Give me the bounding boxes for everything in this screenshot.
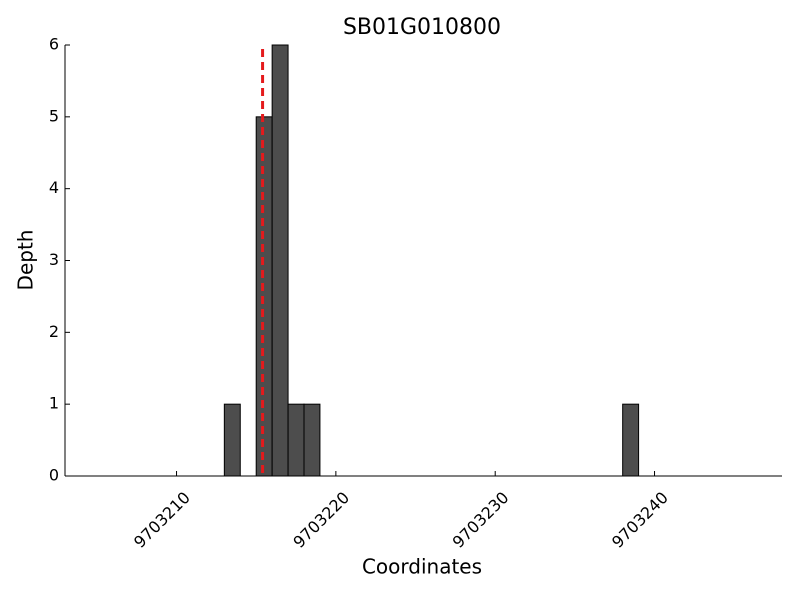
x-tick-label: 9703220 [289,488,353,552]
bar [255,116,273,477]
chart-title: SB01G010800 [343,15,501,40]
bar [287,403,305,477]
x-tick-label: 9703240 [608,488,672,552]
y-tick-label: 6 [49,35,59,54]
y-tick-label: 2 [49,322,59,341]
bar [622,403,640,477]
bar [271,44,289,477]
bar [303,403,321,477]
x-tick-label: 9703210 [130,488,194,552]
bar [223,403,241,477]
y-tick-label: 3 [49,250,59,269]
y-axis-label: Depth [14,230,38,291]
y-tick-label: 5 [49,106,59,125]
y-tick-label: 1 [49,394,59,413]
y-tick-label: 4 [49,178,59,197]
x-tick-label: 9703230 [449,488,513,552]
x-axis-label: Coordinates [362,555,482,579]
y-tick-label: 0 [49,466,59,485]
